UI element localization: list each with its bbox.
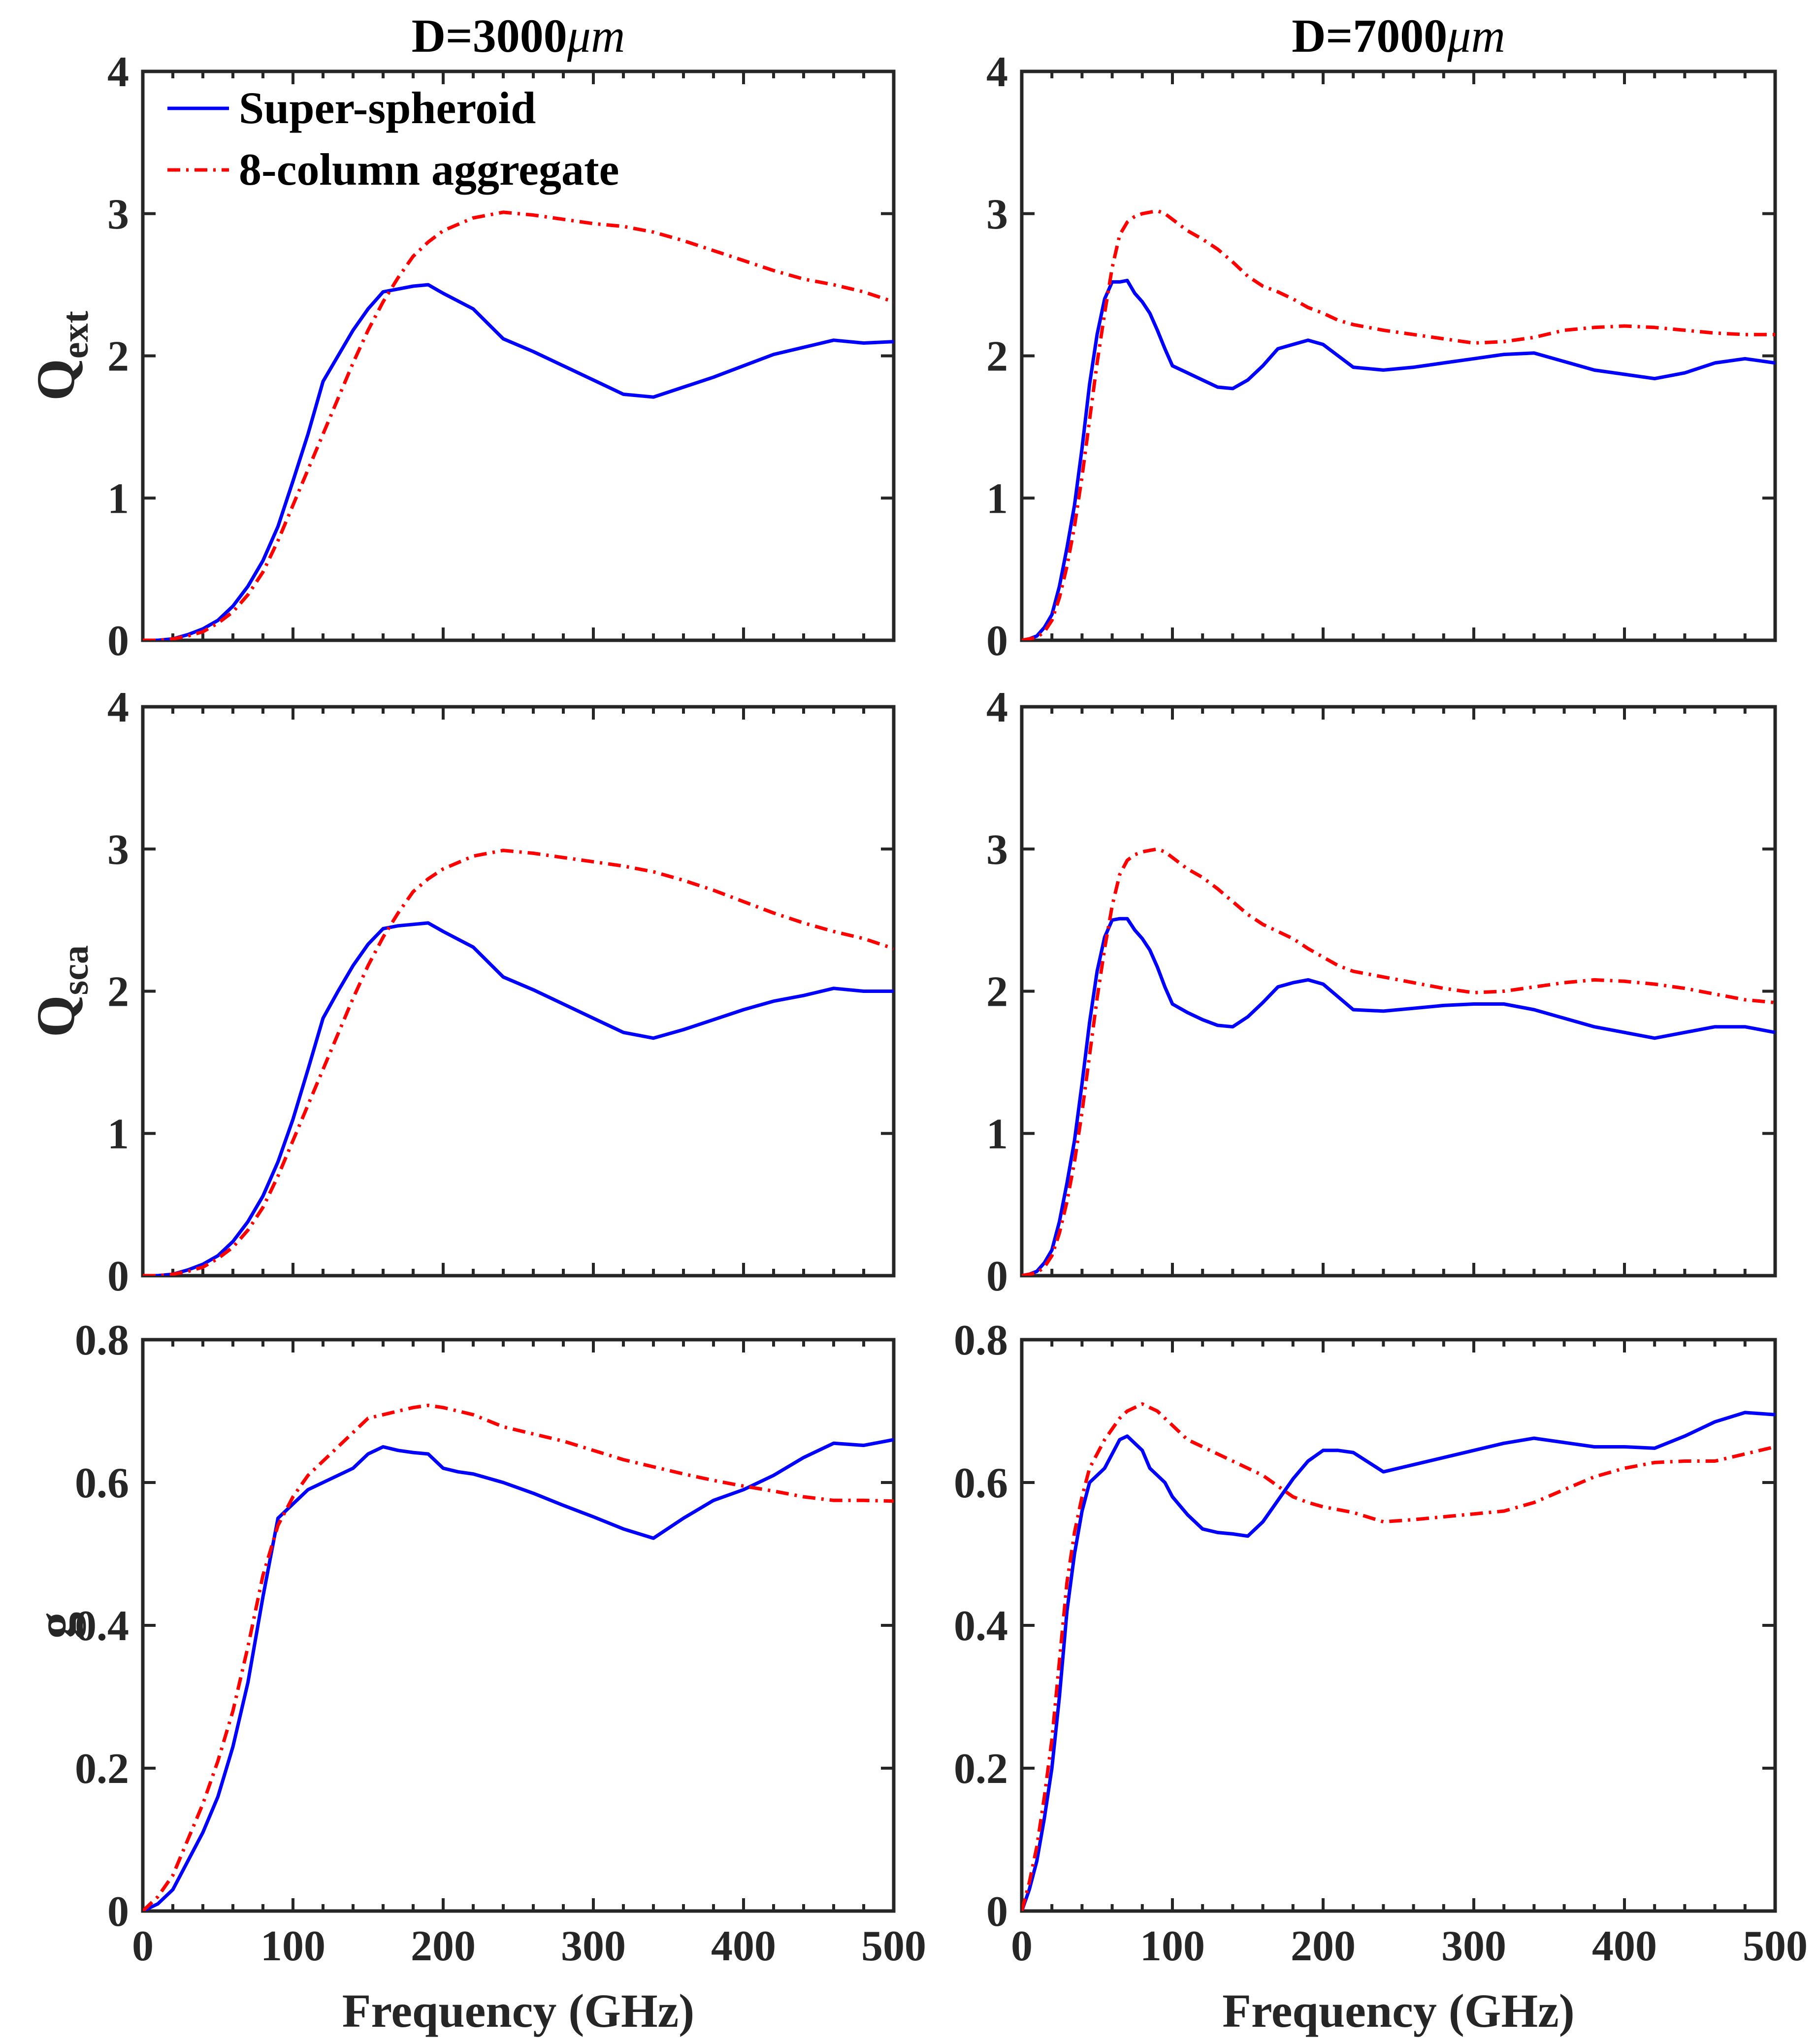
y-tick-label: 0.2 xyxy=(954,1745,1008,1793)
axes-frame xyxy=(141,1338,896,1913)
y-tick-label: 0 xyxy=(107,1253,129,1300)
y-tick-label: 2 xyxy=(986,968,1008,1016)
panel-6: 0 100 200 300 400 500 0 0.2 0.4 0.6 0.8 Frequency (… xyxy=(954,1317,1808,2037)
y-tick-label: 1 xyxy=(107,475,129,523)
y-tick-label: 3 xyxy=(107,191,129,238)
series-super-spheroid xyxy=(1022,1411,1775,1911)
y-tick-label: 3 xyxy=(986,191,1008,238)
y-tick-label: 0.4 xyxy=(954,1602,1008,1650)
legend-label: Super-spheroid xyxy=(239,83,536,133)
panel-1: 0 1 2 3 4 Qext xyxy=(26,48,896,665)
y-axis-label: Qext xyxy=(26,311,96,401)
y-axis-label: g xyxy=(26,1612,86,1639)
panel-2: 0 1 2 3 4 xyxy=(986,48,1777,665)
y-tick-label: 4 xyxy=(986,684,1008,731)
x-axis-label: Frequency (GHz) xyxy=(1222,1984,1574,2037)
y-tick-label: 3 xyxy=(986,826,1008,874)
y-tick-label: 1 xyxy=(986,1110,1008,1158)
panels: 0 1 2 3 4 Qext 0 1 2 3 4 0 1 2 3 4 Qsca 0 1 2 3 4 0 100 200 300 40… xyxy=(26,48,1808,2037)
x-axis-label: Frequency (GHz) xyxy=(342,1984,694,2037)
x-tick-label: 200 xyxy=(1291,1922,1356,1970)
panel-5: 0 100 200 300 400 500 0 0.2 0.4 0.6 0.8 g Frequency … xyxy=(26,1317,926,2037)
x-tick-label: 500 xyxy=(861,1922,926,1970)
y-tick-label: 1 xyxy=(107,1110,129,1158)
series-super-spheroid xyxy=(143,283,894,640)
series-super-spheroid xyxy=(1022,279,1775,640)
panel-4: 0 1 2 3 4 xyxy=(986,684,1777,1300)
series-super-spheroid xyxy=(143,1438,894,1911)
y-tick-label: 4 xyxy=(107,684,129,731)
column-title-1: D=3000μm xyxy=(412,9,625,62)
y-tick-label: 0.6 xyxy=(954,1459,1008,1507)
legend-item-8-column-aggregate: 8-column aggregate xyxy=(167,144,619,195)
column-title-2: D=7000μm xyxy=(1292,9,1505,62)
legend: Super-spheroid 8-column aggregate xyxy=(167,83,619,195)
x-tick-label: 0 xyxy=(132,1922,154,1970)
series-8-column-aggregate xyxy=(143,1403,894,1911)
legend-label: 8-column aggregate xyxy=(239,144,619,195)
series-8-column-aggregate xyxy=(143,849,894,1276)
axes-frame xyxy=(1020,69,1777,642)
y-tick-label: 4 xyxy=(107,48,129,96)
x-tick-label: 400 xyxy=(1592,1922,1657,1970)
column-titles: D=3000μm D=7000μm xyxy=(412,9,1505,62)
y-tick-label: 0 xyxy=(107,1888,129,1936)
y-tick-label: 2 xyxy=(107,968,129,1016)
x-tick-label: 300 xyxy=(1441,1922,1506,1970)
x-tick-label: 0 xyxy=(1011,1922,1033,1970)
y-tick-label: 3 xyxy=(107,826,129,874)
y-tick-label: 0.8 xyxy=(75,1317,129,1364)
y-tick-label: 0.8 xyxy=(954,1317,1008,1364)
y-tick-label: 0.2 xyxy=(75,1745,129,1793)
x-tick-label: 100 xyxy=(1140,1922,1205,1970)
y-tick-label: 0 xyxy=(107,617,129,665)
y-tick-label: 0.6 xyxy=(75,1459,129,1507)
y-tick-label: 0 xyxy=(986,1253,1008,1300)
series-super-spheroid xyxy=(143,921,894,1276)
axes-frame xyxy=(1020,705,1777,1278)
series-8-column-aggregate xyxy=(1022,847,1775,1276)
y-tick-label: 2 xyxy=(986,333,1008,381)
x-tick-label: 100 xyxy=(260,1922,325,1970)
y-tick-label: 1 xyxy=(986,475,1008,523)
axes-frame xyxy=(1020,1338,1777,1913)
series-super-spheroid xyxy=(1022,917,1775,1276)
y-tick-label: 0 xyxy=(986,617,1008,665)
axes-frame xyxy=(141,705,896,1278)
panel-3: 0 1 2 3 4 Qsca xyxy=(26,684,896,1300)
y-axis-label: Qsca xyxy=(26,945,96,1037)
y-tick-label: 0.4 xyxy=(75,1602,129,1650)
y-tick-label: 4 xyxy=(986,48,1008,96)
x-tick-label: 400 xyxy=(711,1922,776,1970)
series-8-column-aggregate xyxy=(1022,1402,1775,1911)
x-tick-label: 200 xyxy=(411,1922,476,1970)
legend-item-super-spheroid: Super-spheroid xyxy=(167,83,536,133)
y-tick-label: 2 xyxy=(107,333,129,381)
series-8-column-aggregate xyxy=(143,210,894,640)
x-tick-label: 500 xyxy=(1743,1922,1808,1970)
x-tick-label: 300 xyxy=(561,1922,626,1970)
series-8-column-aggregate xyxy=(1022,209,1775,640)
y-tick-label: 0 xyxy=(986,1888,1008,1936)
